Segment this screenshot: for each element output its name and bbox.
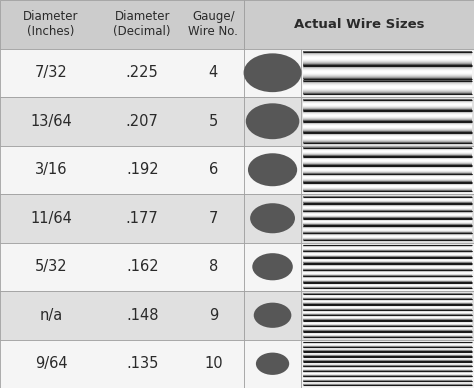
- Bar: [0, 146, 244, 194]
- Text: .177: .177: [126, 211, 159, 226]
- Bar: [0, 340, 244, 388]
- Bar: [0, 291, 244, 340]
- Bar: [0, 48, 244, 97]
- Text: 9/64: 9/64: [35, 356, 67, 371]
- Text: .207: .207: [126, 114, 159, 129]
- Bar: [301, 242, 474, 291]
- Bar: [244, 97, 301, 146]
- Text: 9: 9: [209, 308, 218, 323]
- Text: 8: 8: [209, 259, 218, 274]
- Bar: [0, 0, 244, 48]
- Text: 10: 10: [204, 356, 223, 371]
- Bar: [244, 0, 474, 48]
- Text: .162: .162: [126, 259, 158, 274]
- Ellipse shape: [248, 153, 297, 186]
- Bar: [244, 340, 301, 388]
- Text: .192: .192: [126, 162, 158, 177]
- Bar: [301, 194, 474, 242]
- Bar: [301, 340, 474, 388]
- Ellipse shape: [244, 54, 301, 92]
- Text: 4: 4: [209, 65, 218, 80]
- Text: 3/16: 3/16: [35, 162, 67, 177]
- Bar: [244, 291, 301, 340]
- Text: 5/32: 5/32: [35, 259, 67, 274]
- Text: .135: .135: [126, 356, 158, 371]
- Bar: [244, 146, 301, 194]
- Text: Actual Wire Sizes: Actual Wire Sizes: [294, 18, 424, 31]
- Bar: [301, 291, 474, 340]
- Text: 5: 5: [209, 114, 218, 129]
- Bar: [301, 48, 474, 97]
- Text: n/a: n/a: [39, 308, 63, 323]
- Text: 11/64: 11/64: [30, 211, 72, 226]
- Bar: [0, 97, 244, 146]
- Text: 7/32: 7/32: [35, 65, 67, 80]
- Ellipse shape: [250, 203, 295, 233]
- Bar: [244, 48, 301, 97]
- Text: Diameter
(Decimal): Diameter (Decimal): [113, 10, 171, 38]
- Bar: [0, 194, 244, 242]
- Ellipse shape: [252, 253, 293, 280]
- Text: .148: .148: [126, 308, 158, 323]
- Ellipse shape: [256, 353, 289, 375]
- Text: 6: 6: [209, 162, 218, 177]
- Text: Diameter
(Inches): Diameter (Inches): [23, 10, 79, 38]
- Text: Gauge/
Wire No.: Gauge/ Wire No.: [188, 10, 238, 38]
- Text: 13/64: 13/64: [30, 114, 72, 129]
- Bar: [244, 242, 301, 291]
- Text: 7: 7: [209, 211, 218, 226]
- Ellipse shape: [246, 103, 300, 139]
- Bar: [301, 97, 474, 146]
- Bar: [301, 146, 474, 194]
- Ellipse shape: [254, 303, 292, 328]
- Text: .225: .225: [126, 65, 159, 80]
- Bar: [0, 242, 244, 291]
- Bar: [244, 194, 301, 242]
